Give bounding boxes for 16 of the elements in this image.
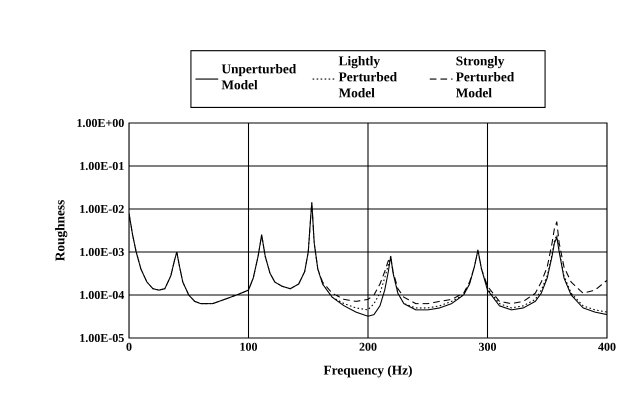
y-tick-label: 1.00E-03 (80, 248, 124, 256)
y-tick-label: 1.00E-02 (80, 204, 124, 214)
y-tick-label: 1.00E-05 (80, 334, 124, 342)
y-tick-label: 1.00E-04 (80, 290, 124, 300)
x-axis-title: Frequency (Hz) (324, 365, 412, 378)
x-tick-label: 200 (360, 342, 377, 351)
legend-label: Lightly Perturbed Model (338, 56, 397, 98)
x-tick-label: 300 (478, 342, 496, 351)
legend-label: Unperturbed Model (222, 64, 296, 90)
legend-label: Strongly Perturbed Model (456, 56, 514, 98)
y-tick-label: 1.00E-01 (80, 162, 124, 170)
x-tick-label: 100 (240, 342, 258, 351)
x-tick-label: 0 (126, 342, 132, 351)
y-tick-label: 1.00E+00 (77, 118, 124, 128)
y-axis-title: Roughness (55, 200, 68, 262)
x-tick-label: 400 (598, 342, 616, 351)
